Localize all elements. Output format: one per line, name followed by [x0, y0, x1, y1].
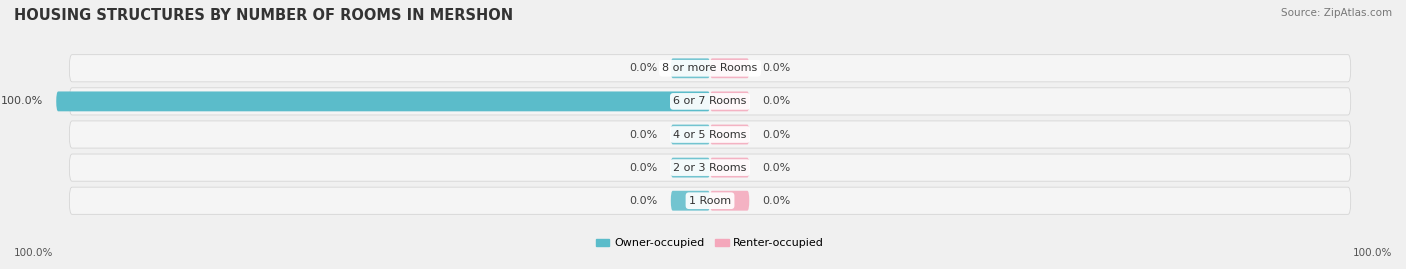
FancyBboxPatch shape — [69, 154, 1351, 181]
FancyBboxPatch shape — [69, 187, 1351, 214]
FancyBboxPatch shape — [671, 58, 710, 78]
FancyBboxPatch shape — [710, 191, 749, 211]
Text: 100.0%: 100.0% — [14, 248, 53, 258]
FancyBboxPatch shape — [710, 158, 749, 178]
Text: 100.0%: 100.0% — [1, 96, 44, 107]
Text: HOUSING STRUCTURES BY NUMBER OF ROOMS IN MERSHON: HOUSING STRUCTURES BY NUMBER OF ROOMS IN… — [14, 8, 513, 23]
Text: 0.0%: 0.0% — [762, 63, 790, 73]
Text: 0.0%: 0.0% — [762, 162, 790, 173]
FancyBboxPatch shape — [69, 121, 1351, 148]
Text: 8 or more Rooms: 8 or more Rooms — [662, 63, 758, 73]
Text: Source: ZipAtlas.com: Source: ZipAtlas.com — [1281, 8, 1392, 18]
FancyBboxPatch shape — [710, 91, 749, 111]
Text: 0.0%: 0.0% — [762, 96, 790, 107]
FancyBboxPatch shape — [56, 91, 710, 111]
Text: 0.0%: 0.0% — [762, 196, 790, 206]
Text: 1 Room: 1 Room — [689, 196, 731, 206]
Text: 0.0%: 0.0% — [630, 196, 658, 206]
Text: 0.0%: 0.0% — [630, 162, 658, 173]
FancyBboxPatch shape — [671, 191, 710, 211]
FancyBboxPatch shape — [69, 55, 1351, 82]
FancyBboxPatch shape — [671, 158, 710, 178]
FancyBboxPatch shape — [710, 125, 749, 144]
Text: 100.0%: 100.0% — [1353, 248, 1392, 258]
Text: 4 or 5 Rooms: 4 or 5 Rooms — [673, 129, 747, 140]
Text: 6 or 7 Rooms: 6 or 7 Rooms — [673, 96, 747, 107]
FancyBboxPatch shape — [671, 125, 710, 144]
FancyBboxPatch shape — [69, 88, 1351, 115]
Text: 0.0%: 0.0% — [630, 63, 658, 73]
FancyBboxPatch shape — [710, 58, 749, 78]
Text: 0.0%: 0.0% — [762, 129, 790, 140]
Legend: Owner-occupied, Renter-occupied: Owner-occupied, Renter-occupied — [592, 234, 828, 253]
Text: 0.0%: 0.0% — [630, 129, 658, 140]
Text: 2 or 3 Rooms: 2 or 3 Rooms — [673, 162, 747, 173]
